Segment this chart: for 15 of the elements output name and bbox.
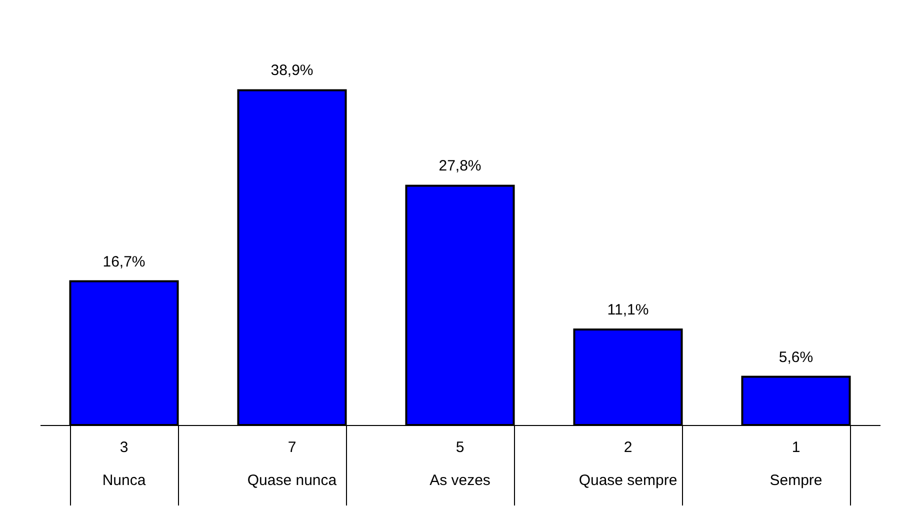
- data-label: 11,1%: [607, 301, 649, 318]
- data-label: 16,7%: [102, 253, 146, 270]
- data-label: 38,9%: [270, 62, 314, 80]
- data-label: 27,8%: [438, 158, 482, 175]
- text: 5: [456, 439, 464, 456]
- data-label: 5,6%: [778, 348, 814, 366]
- text: 1: [792, 439, 800, 456]
- x-tick-label: Sempre: [770, 472, 822, 489]
- x-tick-label: Nunca: [102, 472, 146, 489]
- text: 7: [288, 439, 296, 456]
- x-tick-label: As vezes: [430, 472, 490, 489]
- x-tick-label: Quase nunca: [247, 472, 338, 489]
- text: 2: [624, 439, 632, 456]
- text: 3: [120, 439, 128, 456]
- x-tick-label: Quase sempre: [578, 472, 678, 489]
